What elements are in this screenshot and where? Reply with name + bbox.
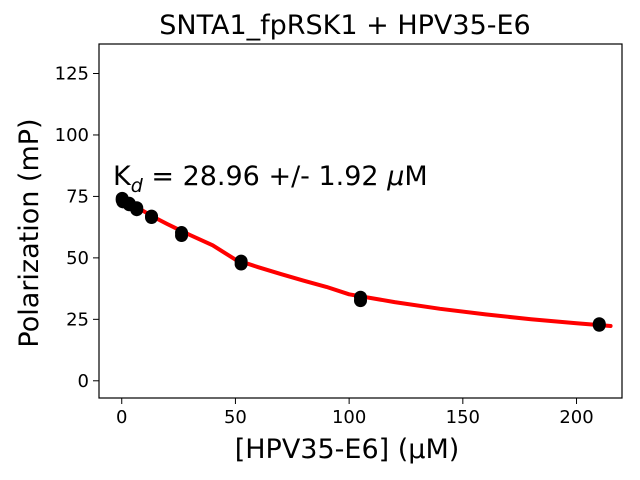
x-tick-label: 50 xyxy=(224,407,247,428)
kd-symbol: K xyxy=(113,161,132,192)
data-point xyxy=(145,211,159,225)
kd-subscript: d xyxy=(131,175,144,197)
plot-frame xyxy=(98,43,623,399)
x-tick-label: 100 xyxy=(332,407,366,428)
y-tick-label: 100 xyxy=(55,125,89,146)
x-axis-ticks: 0 50 100 150 200 xyxy=(116,398,594,428)
data-point xyxy=(354,294,367,308)
kd-annotation: Kd = 28.96 +/- 1.92 μM xyxy=(113,161,428,197)
x-tick-label: 150 xyxy=(446,407,480,428)
y-tick-label: 50 xyxy=(66,248,89,269)
data-points-layer xyxy=(115,191,606,332)
x-tick-label: 0 xyxy=(116,407,127,428)
kd-unit: M xyxy=(404,161,427,192)
data-point xyxy=(234,257,248,271)
x-axis-label: [HPV35-E6] (µM) xyxy=(235,434,460,465)
kd-value: = 28.96 +/- 1.92 xyxy=(143,161,387,192)
y-tick-label: 75 xyxy=(66,186,89,207)
kd-mu: μ xyxy=(386,161,404,192)
data-point xyxy=(592,318,606,332)
y-tick-label: 0 xyxy=(78,371,89,392)
chart-title: SNTA1_fpRSK1 + HPV35-E6 xyxy=(159,10,531,41)
data-point xyxy=(130,203,144,217)
data-point xyxy=(175,229,189,243)
y-axis-ticks: 0 25 50 75 100 125 xyxy=(55,64,99,392)
fit-curve-line xyxy=(119,196,613,328)
y-axis-label: Polarization (mP) xyxy=(14,118,45,347)
x-tick-label: 200 xyxy=(559,407,593,428)
y-tick-label: 25 xyxy=(66,309,89,330)
fit-curve-layer xyxy=(119,196,613,328)
y-tick-label: 125 xyxy=(55,64,89,85)
